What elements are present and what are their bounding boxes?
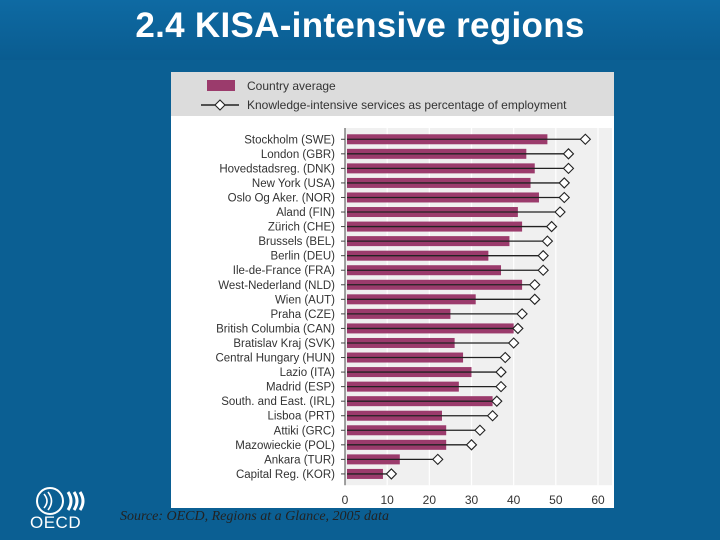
category-label: New York (USA)	[252, 178, 335, 190]
kis-marker	[528, 293, 541, 306]
oecd-logo-text: OECD	[30, 513, 82, 532]
category-label: Bratislav Kraj (SVK)	[233, 338, 335, 350]
kis-marker	[495, 380, 507, 393]
category-label: Central Hungary (HUN)	[215, 353, 335, 365]
kis-marker	[528, 278, 541, 291]
kis-marker	[537, 249, 549, 262]
x-tick-label: 20	[423, 493, 437, 507]
category-label: Capital Reg. (KOR)	[236, 469, 335, 481]
category-label: West-Nederland (NLD)	[218, 280, 335, 292]
category-label: Lazio (ITA)	[280, 367, 336, 379]
category-label: Mazowieckie (POL)	[235, 440, 335, 452]
kis-marker	[499, 351, 512, 364]
category-label: Hovedstadsreg. (DNK)	[219, 163, 335, 175]
category-label: Attiki (GRC)	[274, 425, 336, 437]
category-label: Madrid (ESP)	[266, 382, 335, 394]
category-label: British Columbia (CAN)	[216, 323, 335, 335]
category-label: Aland (FIN)	[276, 207, 335, 219]
kis-marker	[554, 206, 566, 218]
category-label: Wien (AUT)	[275, 294, 335, 306]
kis-marker	[512, 322, 524, 335]
kis-marker	[431, 453, 444, 466]
x-tick-label: 0	[342, 493, 349, 507]
category-label: Zürich (CHE)	[268, 222, 335, 234]
title-bar	[0, 0, 720, 60]
legend-swatch-bar	[207, 80, 235, 91]
legend-swatch-diamond	[214, 99, 226, 111]
kis-marker	[545, 220, 558, 233]
category-label: London (GBR)	[261, 149, 335, 161]
kis-marker	[495, 366, 507, 378]
kis-marker	[558, 177, 571, 189]
legend-label-kis: Knowledge-intensive services as percenta…	[247, 98, 567, 112]
category-label: Lisboa (PRT)	[267, 411, 335, 423]
kis-marker	[562, 162, 575, 175]
category-label: Ile-de-France (FRA)	[233, 265, 335, 277]
category-label: Brussels (BEL)	[258, 236, 335, 248]
x-tick-label: 60	[591, 493, 605, 507]
chart-panel: Country average Knowledge-intensive servi…	[171, 72, 614, 508]
category-label: Stockholm (SWE)	[244, 134, 335, 146]
kis-marker	[465, 439, 478, 451]
source-note: Source: OECD, Regions at a Glance, 2005 …	[120, 509, 389, 524]
kis-marker	[562, 148, 575, 160]
kis-marker	[558, 191, 571, 204]
legend-background	[171, 72, 614, 116]
kis-marker	[385, 468, 398, 480]
kis-marker	[491, 395, 503, 407]
x-tick-label: 40	[507, 493, 521, 507]
category-label: Oslo Og Aker. (NOR)	[228, 192, 336, 204]
slide-title: 2.4 KISA-intensive regions	[135, 6, 585, 45]
oecd-logo-icon	[36, 487, 85, 515]
category-label: South. and East. (IRL)	[221, 396, 335, 408]
kis-marker	[537, 264, 549, 277]
kis-marker	[486, 409, 499, 422]
x-tick-label: 30	[465, 493, 479, 507]
kis-marker	[516, 308, 528, 320]
kis-marker	[579, 133, 592, 146]
legend-label-country-average: Country average	[247, 79, 336, 93]
category-label: Berlin (DEU)	[270, 251, 335, 263]
category-label: Praha (CZE)	[270, 309, 335, 321]
kis-marker	[541, 235, 554, 247]
x-tick-label: 10	[380, 493, 394, 507]
kis-marker	[474, 424, 486, 437]
category-label: Ankara (TUR)	[264, 454, 335, 466]
kis-marker	[507, 337, 520, 349]
chart: Country average Knowledge-intensive servi…	[171, 72, 614, 507]
x-tick-label: 50	[549, 493, 563, 507]
